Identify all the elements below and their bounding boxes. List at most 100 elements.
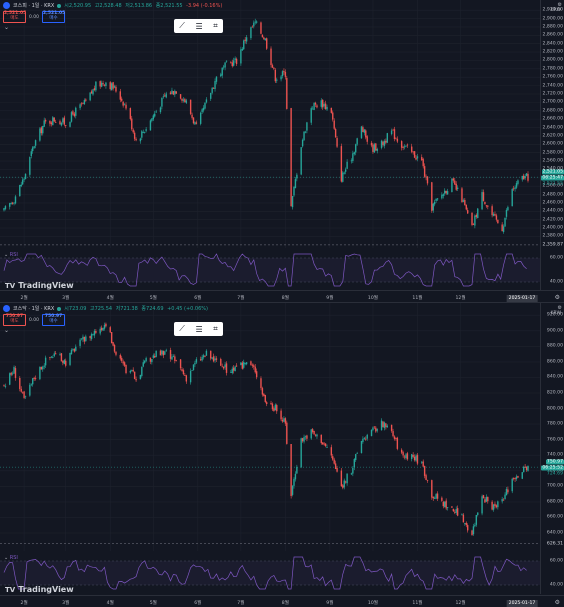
candle-body: [423, 166, 426, 177]
fib-tool-icon[interactable]: ☰: [195, 324, 203, 334]
candle-body: [93, 330, 96, 336]
candle-body: [293, 187, 295, 196]
candle-body: [10, 203, 12, 205]
candle-body: [400, 449, 403, 453]
rectangle-tool-icon[interactable]: ⌗: [213, 21, 218, 30]
rectangle-tool-icon[interactable]: ⌗: [213, 324, 218, 333]
candle-body: [291, 196, 294, 208]
axis-settings-icon[interactable]: ⚙: [554, 599, 560, 606]
candle-body: [49, 120, 51, 124]
candle-body: [175, 360, 177, 362]
y-tick-label: 2,560.00: [542, 158, 563, 164]
candle-body: [49, 357, 51, 358]
buy-button[interactable]: 2,521.05 매수: [42, 11, 65, 23]
candle-body: [250, 361, 252, 365]
candle-body: [512, 188, 515, 190]
sell-button[interactable]: 2,521.05 매도: [3, 11, 26, 23]
kosdaq-time-axis[interactable]: ⚙ 2월 3월 4월 5월 6월 7월 8월 9월 10월 11월 12월 2025-01-17: [0, 595, 564, 607]
trend-line-tool-icon[interactable]: ⟋: [179, 324, 185, 333]
kospi-price-axis[interactable]: ⚙ 2,920.00 2,900.00 2,880.00 2,860.00 2,840.…: [540, 0, 564, 291]
candle-body: [346, 161, 348, 169]
candle-body: [336, 468, 338, 472]
buy-button[interactable]: 750.97 매수: [42, 314, 66, 326]
candle-body: [221, 67, 223, 76]
kosdaq-price-chart[interactable]: [0, 303, 541, 551]
candle-body: [365, 130, 367, 138]
candle-body: [92, 89, 94, 95]
candle-body: [72, 111, 74, 115]
candle-body: [477, 512, 479, 515]
candle-body: [139, 374, 142, 380]
candle-body: [484, 499, 486, 503]
kosdaq-price-axis[interactable]: ⚙ 920.00 900.00 880.00 860.00 840.00 820.00 80…: [540, 303, 564, 594]
candle-body: [444, 501, 446, 507]
y-tick-label: 2,600.00: [542, 141, 563, 147]
candle-body: [342, 485, 344, 488]
y-tick-label: 2,640.00: [542, 125, 563, 130]
candle-body: [501, 224, 503, 232]
rsi-collapse-icon[interactable]: ⌄ RSI: [4, 555, 18, 561]
y-tick-label: 2,660.00: [542, 116, 563, 122]
candle-body: [403, 146, 406, 148]
kospi-price-chart[interactable]: [0, 0, 541, 248]
kosdaq-rsi-chart[interactable]: [0, 553, 541, 593]
candle-body: [271, 65, 274, 68]
collapse-legend-icon[interactable]: ⌄: [4, 327, 10, 334]
axis-settings-icon[interactable]: ⚙: [554, 294, 560, 301]
symbol-title[interactable]: 코스피 · 1일 · KRX: [13, 3, 55, 9]
candle-body: [70, 349, 73, 355]
candle-body: [422, 159, 424, 167]
candle-body: [396, 437, 399, 449]
rsi-collapse-icon[interactable]: ⌄ RSI: [4, 252, 18, 258]
market-status-icon: [57, 306, 62, 311]
candle-body: [149, 120, 152, 131]
settings-corner-icon[interactable]: ⚙: [557, 2, 562, 8]
candle-body: [340, 470, 343, 487]
candle-body: [181, 98, 183, 101]
candle-body: [212, 356, 215, 362]
candle-body: [511, 478, 513, 492]
y-tick-label: 2,760.00: [542, 74, 563, 80]
candle-body: [189, 371, 192, 383]
symbol-title[interactable]: 코스닥 · 1일 · KRX: [13, 306, 55, 312]
candle-body: [405, 145, 407, 147]
candle-body: [425, 475, 427, 480]
candle-body: [264, 38, 266, 41]
candle-body: [171, 90, 173, 94]
candle-body: [245, 362, 248, 365]
kospi-rsi-chart[interactable]: [0, 250, 541, 290]
y-tick-label: 640.00: [546, 530, 563, 536]
settings-corner-icon[interactable]: ⚙: [557, 305, 562, 311]
fib-tool-icon[interactable]: ☰: [195, 21, 203, 31]
candle-body: [122, 361, 124, 364]
tradingview-logo[interactable]: TV TradingView: [5, 281, 74, 290]
change-value: -3.94 (-0.16%): [186, 3, 223, 9]
candle-body: [291, 485, 294, 495]
candle-body: [105, 82, 107, 86]
candle-body: [261, 34, 264, 38]
candle-body: [322, 442, 324, 445]
candle-body: [432, 203, 434, 211]
candle-body: [491, 206, 493, 216]
low-price-tag: 626.31: [545, 541, 564, 547]
candle-body: [143, 360, 146, 363]
candle-body: [83, 100, 86, 105]
candle-body: [406, 453, 409, 460]
candle-body: [131, 118, 133, 130]
candle-body: [141, 131, 143, 138]
tradingview-logo[interactable]: TV TradingView: [5, 585, 74, 594]
candle-body: [23, 391, 25, 398]
candle-body: [185, 375, 188, 382]
kospi-time-axis[interactable]: ⚙ 2월 3월 4월 5월 6월 7월 8월 9월 10월 11월 12월 2025-01-17: [0, 290, 564, 302]
candle-body: [90, 91, 93, 94]
candle-body: [271, 403, 274, 410]
collapse-legend-icon[interactable]: ⌄: [4, 24, 10, 31]
candle-body: [426, 176, 429, 184]
candle-body: [504, 217, 506, 227]
candle-body: [350, 473, 353, 475]
candle-body: [465, 204, 467, 210]
trend-line-tool-icon[interactable]: ⟋: [179, 21, 185, 30]
tradingview-icon: TV: [5, 585, 16, 594]
candle-body: [376, 149, 378, 151]
sell-button[interactable]: 750.97 매도: [3, 314, 26, 326]
